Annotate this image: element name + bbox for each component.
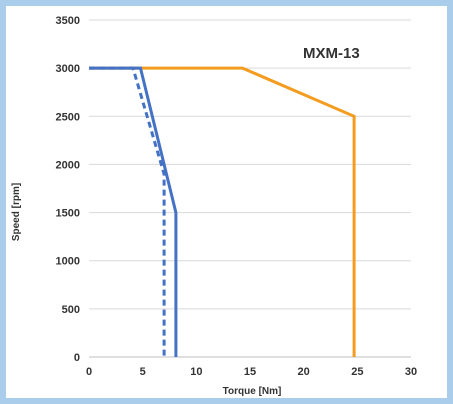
x-tick-label: 0: [86, 366, 92, 378]
y-tick-label: 0: [74, 352, 80, 364]
x-tick-label: 5: [140, 366, 146, 378]
chart-frame: 0 500 1000 1500 2000 2500 3000 3500 0 5 10 15 20 25 3…: [6, 6, 447, 398]
y-tick-label: 1500: [56, 208, 80, 220]
x-tick-label: 25: [351, 366, 363, 378]
y-tick-labels: 0 500 1000 1500 2000 2500 3000 3500: [56, 15, 80, 364]
x-tick-label: 15: [244, 366, 256, 378]
x-axis-title: Torque [Nm]: [223, 386, 282, 397]
y-tick-label: 2500: [56, 111, 80, 123]
speed-torque-chart: 0 500 1000 1500 2000 2500 3000 3500 0 5 10 15 20 25 3…: [11, 15, 417, 397]
x-tick-label: 20: [298, 366, 310, 378]
y-tick-label: 2000: [56, 159, 80, 171]
x-tick-labels: 0 5 10 15 20 25 30: [86, 366, 417, 378]
y-tick-label: 500: [62, 304, 80, 316]
y-axis-title: Speed [rpm]: [11, 183, 22, 241]
series-line-1: [89, 66, 356, 357]
chart-annotation: MXM-13: [303, 45, 360, 62]
y-tick-label: 3000: [56, 63, 80, 75]
series-line-3-dashed: [89, 66, 166, 357]
x-tick-label: 10: [190, 366, 202, 378]
y-tick-label: 1000: [56, 256, 80, 268]
series-layer: [89, 66, 356, 357]
y-tick-label: 3500: [56, 15, 80, 27]
x-tick-label: 30: [405, 366, 417, 378]
